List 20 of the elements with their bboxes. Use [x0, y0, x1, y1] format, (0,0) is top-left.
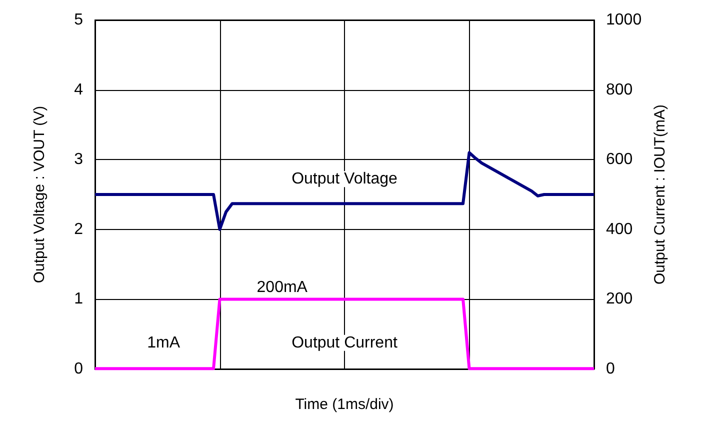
- x-axis-title: Time (1ms/div): [295, 396, 394, 413]
- annotation: 200mA: [256, 279, 308, 296]
- y-tick-label: 2: [74, 220, 84, 238]
- y2-tick-label: 600: [606, 151, 633, 168]
- y2-tick-label: 400: [606, 220, 633, 238]
- y-tick-label: 1: [74, 290, 84, 308]
- y2-tick-label: 0: [606, 360, 615, 378]
- text: Output Current: [292, 334, 398, 352]
- y2-axis-title: Output Current : IOUT(mA): [651, 104, 668, 285]
- annotation: 1mA: [147, 334, 180, 352]
- y-tick-label: 3: [74, 151, 84, 168]
- y-tick-label: 4: [74, 81, 84, 98]
- y2-tick-label: 1000: [606, 12, 642, 28]
- y2-tick-label: 200: [606, 290, 633, 308]
- y-tick-label: 5: [74, 12, 84, 28]
- line-series: [94, 151, 596, 231]
- y-axis-title: Output Voltage : VOUT (V): [31, 106, 48, 284]
- y-tick-label: 0: [74, 360, 84, 378]
- series-label: Output Voltage: [292, 170, 398, 188]
- y2-tick-label: 800: [606, 81, 633, 98]
